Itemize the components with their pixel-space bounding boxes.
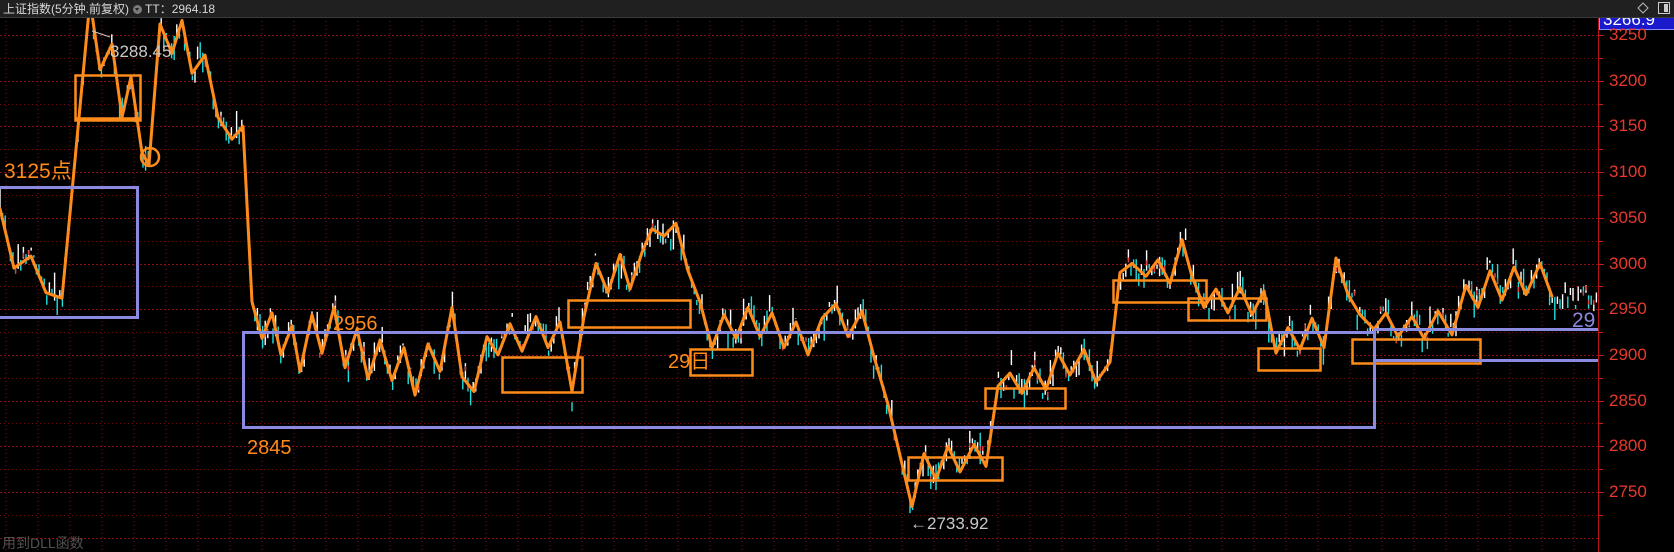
- annotation-2845: 2845: [247, 437, 292, 459]
- title-indicator: TT：2964.18: [145, 1, 216, 16]
- axis-tick-label: 2900: [1609, 344, 1647, 364]
- candlestick-series: [0, 17, 1598, 514]
- axis-tick-mark: [1599, 309, 1604, 310]
- axis-minor-tick: [1599, 286, 1603, 287]
- chart-title: 上证指数(5分钟.前复权) TT：2964.18: [0, 3, 215, 15]
- titlebar-icon-group: [1637, 2, 1670, 14]
- axis-edge-label: 29: [1572, 309, 1596, 332]
- axis-minor-tick: [1599, 58, 1603, 59]
- status-bar-text: 用到DLL函数: [2, 535, 84, 551]
- axis-tick-label: 2750: [1609, 482, 1647, 501]
- axis-minor-tick: [1599, 332, 1603, 333]
- axis-tick-label: 3100: [1609, 162, 1647, 182]
- axis-tick-label: 2850: [1609, 390, 1647, 410]
- panel-toggle-icon[interactable]: [1658, 2, 1670, 14]
- axis-tick-mark: [1599, 401, 1604, 402]
- annotation-2956: 2956: [333, 313, 378, 335]
- title-period: (5分钟.前复权): [51, 1, 130, 16]
- axis-tick-mark: [1599, 126, 1604, 127]
- axis-tick-label: 3150: [1609, 116, 1647, 136]
- chart-canvas: [0, 17, 1598, 552]
- box-orange-4: [689, 348, 754, 377]
- chevron-down-icon[interactable]: [133, 4, 143, 14]
- axis-tick-label: 2800: [1609, 436, 1647, 456]
- chart-plot-area[interactable]: 3288.45 3125点 2956 2845 29日 ←2733.92: [0, 17, 1598, 552]
- axis-tick-mark: [1599, 81, 1604, 82]
- annotation-2733: ←2733.92: [910, 514, 989, 533]
- title-index-name: 上证指数: [3, 1, 52, 16]
- axis-tick-mark: [1599, 35, 1604, 36]
- axis-tick-mark: [1599, 172, 1604, 173]
- diamond-icon[interactable]: [1637, 2, 1649, 14]
- box-orange-2: [501, 356, 584, 394]
- box-orange-6: [984, 387, 1067, 410]
- box-orange-10: [1351, 338, 1482, 365]
- axis-tick-label: 3200: [1609, 70, 1647, 90]
- annotation-markers: [91, 30, 161, 168]
- axis-minor-tick: [1599, 195, 1603, 196]
- annotation-29ri: 29日: [668, 351, 711, 373]
- annotation-3125: 3125点: [4, 160, 72, 183]
- grid-lines: [0, 17, 1598, 552]
- axis-minor-tick: [1599, 104, 1603, 105]
- axis-tick-label: 3250: [1609, 25, 1647, 44]
- box-orange-1: [74, 74, 142, 122]
- annotation-3288: 3288.45: [110, 42, 172, 61]
- box-orange-5: [907, 456, 1004, 482]
- axis-tick-label: 3000: [1609, 253, 1647, 273]
- box-orange-9: [1257, 347, 1322, 372]
- price-axis[interactable]: 3266.9 3250 3200 3150 3100 3050 3000 2950 2900 2…: [1598, 9, 1674, 552]
- box-orange-3: [567, 299, 692, 329]
- axis-minor-tick: [1599, 515, 1603, 516]
- axis-tick-label: 3050: [1609, 207, 1647, 227]
- axis-minor-tick: [1599, 423, 1603, 424]
- axis-tick-mark: [1599, 492, 1604, 493]
- box-orange-7: [1112, 279, 1208, 304]
- axis-minor-tick: [1599, 378, 1603, 379]
- axis-tick-mark: [1599, 264, 1604, 265]
- axis-minor-tick: [1599, 241, 1603, 242]
- box-orange-8: [1187, 297, 1268, 322]
- axis-tick-mark: [1599, 446, 1604, 447]
- box-purple-left: [0, 186, 139, 319]
- axis-tick-mark: [1599, 218, 1604, 219]
- circle-marker: [139, 146, 161, 168]
- axis-minor-tick: [1599, 469, 1603, 470]
- axis-minor-tick: [1599, 149, 1603, 150]
- axis-tick-mark: [1599, 355, 1604, 356]
- box-purple-main: [242, 331, 1376, 429]
- annotation-boxes: [0, 74, 1598, 482]
- axis-tick-label: 2950: [1609, 299, 1647, 319]
- box-purple-right: [1373, 328, 1598, 362]
- zigzag-line-series: [0, 17, 1554, 509]
- title-bar: 上证指数(5分钟.前复权) TT：2964.18: [0, 0, 1674, 18]
